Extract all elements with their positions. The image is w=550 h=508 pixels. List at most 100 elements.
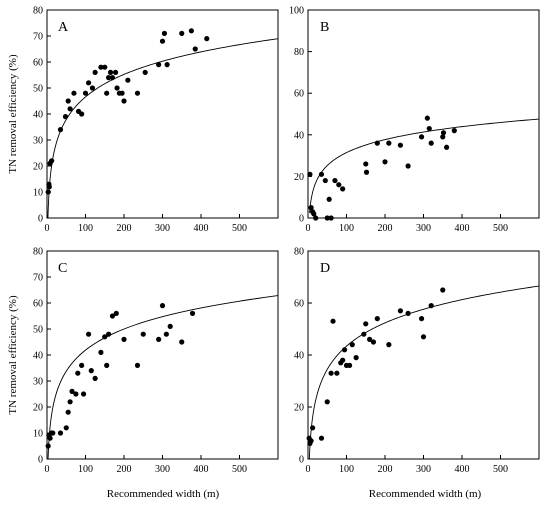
panel-a-data-point: [62, 114, 69, 120]
panel-d-data-point: [324, 399, 330, 405]
panel-a-data-point: [46, 184, 52, 190]
panel-a-data-point: [114, 85, 120, 91]
panel-d-data-point: [386, 342, 392, 348]
panel-d-data-point: [405, 310, 411, 316]
panel-c-data-point: [106, 331, 112, 337]
panel-a-x-tick-label: 200: [117, 223, 132, 234]
panel-a-data-point: [57, 127, 64, 133]
panel-a-data-point: [98, 64, 104, 70]
panel-c-data-point: [109, 313, 116, 319]
panel-d-data-point: [440, 287, 446, 293]
panel-a-fit-curve: [47, 38, 279, 219]
panel-a-data-point: [121, 98, 127, 104]
panel-a-data-point: [164, 62, 170, 68]
panel-d-data-point: [310, 425, 316, 431]
panel-c-data-point: [57, 430, 64, 436]
panel-b-y-tick-label: 40: [294, 130, 304, 141]
panel-d-data-point: [374, 316, 380, 322]
panel-d-x-tick-label: 0: [306, 464, 311, 475]
panel-c-data-point: [47, 435, 53, 441]
panel-b-data-point: [428, 140, 434, 146]
panel-d-data-point: [330, 318, 336, 324]
panel-c-letter: C: [58, 261, 67, 276]
panel-d-x-tick-label: 500: [493, 464, 508, 475]
panel-b-x-tick-label: 0: [306, 223, 311, 234]
panel-c-data-point: [75, 370, 81, 376]
panel-c-data-point: [50, 430, 56, 436]
panel-a-data-point: [49, 158, 55, 164]
panel-a-y-tick-label: 40: [33, 110, 43, 121]
panel-a-y-tick-label: 10: [33, 188, 43, 199]
panel-b-marks: [307, 115, 540, 221]
panel-a-y-tick-label: 60: [33, 58, 43, 69]
panel-a-data-point: [71, 90, 77, 96]
panel-a-y-tick-label: 30: [33, 136, 43, 147]
panel-c-y-axis-title: TN removal efficiency (%): [7, 295, 19, 415]
panel-d-data-point: [420, 334, 427, 340]
panel-b-y-tick-label: 100: [289, 6, 304, 17]
panel-a-data-point: [161, 30, 168, 36]
panel-d-y-tick-label: 60: [294, 299, 304, 310]
panel-c-y-tick-label: 60: [33, 299, 43, 310]
panel-a-ticks: 0 100 200 300 400 500 0 10 20 30 40 50 60 70 80: [33, 6, 247, 235]
panel-b-data-point: [397, 142, 403, 148]
panel-c-data-point: [113, 310, 119, 316]
panel-b-data-point: [332, 177, 338, 184]
panel-b-data-point: [444, 144, 450, 150]
panel-b-x-tick-label: 200: [378, 223, 393, 234]
panel-d-marks: [306, 285, 540, 459]
panel-a-data-point: [125, 77, 131, 83]
panel-b-y-tick-label: 20: [294, 172, 304, 183]
panel-a-data-point: [188, 28, 194, 34]
panel-c-x-tick-label: 0: [45, 464, 50, 475]
panel-c-fit-curve: [47, 295, 279, 459]
panel-d-fit-curve: [308, 285, 540, 459]
panel-c-x-tick-label: 100: [78, 464, 93, 475]
panel-d-ticks: 0 100 200 300 400 500 0 20 40 60 80: [294, 247, 508, 476]
panel-b-data-point: [382, 159, 388, 165]
panel-a-data-point: [142, 69, 148, 75]
panel-b-x-tick-label: 300: [416, 223, 431, 234]
panel-b: 0 100 200 300 400 500 0 20 40 60 80 100 B: [289, 6, 540, 234]
panel-b-data-point: [440, 134, 446, 140]
panel-d-y-tick-label: 40: [294, 351, 304, 362]
panel-d-x-tick-label: 100: [339, 464, 354, 475]
panel-d-data-point: [346, 362, 353, 368]
panel-c-data-point: [73, 391, 79, 397]
panel-b-x-tick-label: 100: [339, 223, 354, 234]
panel-b-data-point: [340, 186, 346, 192]
panel-c-x-tick-label: 400: [194, 464, 209, 475]
panel-b-data-point: [386, 140, 392, 146]
panel-b-data-point: [324, 215, 330, 221]
panel-c-y-tick-label: 40: [33, 351, 43, 362]
panel-a-letter: A: [58, 20, 69, 35]
panel-c-data-point: [80, 391, 87, 397]
panel-a-data-point: [112, 69, 119, 75]
panel-b-y-tick-label: 60: [294, 89, 304, 100]
panel-b-data-point: [318, 171, 325, 177]
panel-a-y-tick-label: 70: [33, 32, 43, 43]
panel-a-data-point: [119, 90, 125, 96]
panel-c-y-tick-label: 20: [33, 403, 43, 414]
panel-a-data-point: [79, 111, 85, 117]
panel-a-data-point: [192, 46, 198, 52]
panel-c-data-point: [163, 331, 169, 337]
panel-b-data-point: [363, 161, 369, 167]
panel-c-y-tick-label: 80: [33, 247, 43, 258]
panel-b-data-point: [313, 215, 319, 221]
panel-c-marks: [45, 295, 279, 459]
panel-c-data-point: [102, 334, 108, 340]
panel-c-data-point: [167, 323, 173, 329]
panel-d-y-tick-label: 80: [294, 247, 304, 258]
panel-b-data-point: [336, 182, 342, 188]
panel-b-data-point: [451, 128, 457, 134]
panel-c-data-point: [79, 362, 85, 368]
panel-a-y-tick-label: 20: [33, 162, 43, 173]
panel-d-data-point: [353, 355, 359, 361]
panel-c-data-point: [104, 362, 110, 368]
panel-a-data-point: [156, 62, 162, 68]
panel-a-data-point: [85, 80, 92, 86]
panel-c: 0 100 200 300 400 500 0 10 20 30 40 50 60 70 80 C TN r…: [7, 247, 279, 500]
panel-a-data-point: [104, 90, 110, 96]
panel-d-x-axis-title: Recommended width (m): [369, 488, 482, 500]
